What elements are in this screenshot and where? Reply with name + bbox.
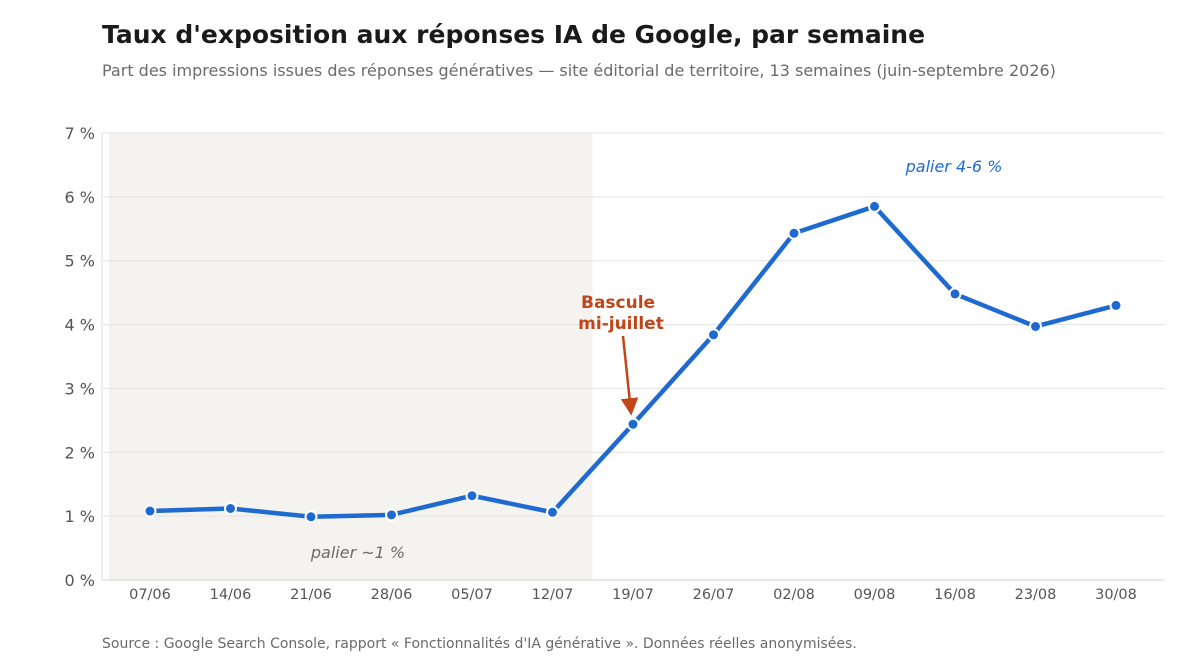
x-tick-label: 30/08 [1095,587,1137,603]
y-tick-label: 0 % [65,571,95,590]
data-point [143,504,157,518]
data-point [304,510,318,524]
x-tick-label: 23/08 [1015,587,1057,603]
pre-switch-shaded-region [109,133,593,580]
data-point [1109,298,1123,312]
y-tick-label: 3 % [65,379,95,398]
x-tick-label: 28/06 [371,587,413,603]
data-point [707,328,720,342]
plateau-high-label: palier 4-6 % [905,157,1003,176]
switch-annotation-label: Bascule mi-juillet [578,293,664,334]
data-point [546,505,559,519]
chart-title: Taux d'exposition aux réponses IA de Goo… [102,20,926,49]
data-point [385,508,398,522]
x-tick-label: 07/06 [129,587,171,603]
data-point [868,199,881,213]
y-tick-label: 4 % [65,316,95,335]
x-tick-label: 14/06 [210,587,252,603]
y-tick-label: 2 % [65,443,95,462]
data-point [948,287,962,301]
data-point [626,417,640,431]
data-point [1029,319,1042,333]
data-point [224,501,237,515]
x-tick-label: 12/07 [532,587,574,603]
data-point [465,489,479,503]
data-point [787,226,801,240]
x-tick-label: 02/08 [773,587,815,603]
y-tick-label: 5 % [65,252,95,271]
switch-annotation-arrow [620,335,639,416]
chart-subtitle: Part des impressions issues des réponses… [102,61,1056,80]
source-note: Source : Google Search Console, rapport … [102,636,857,652]
y-tick-label: 1 % [65,507,95,526]
x-tick-label: 05/07 [451,587,493,603]
x-tick-label: 09/08 [854,587,896,603]
switch-annotation-line-1: Bascule [581,293,655,313]
x-tick-label: 26/07 [693,587,735,603]
x-tick-label: 16/08 [934,587,976,603]
y-tick-label: 6 % [65,188,95,207]
x-tick-label: 19/07 [612,587,654,603]
y-tick-label: 7 % [65,124,95,143]
switch-annotation-line-2: mi-juillet [578,314,664,334]
x-tick-label: 21/06 [290,587,332,603]
plateau-low-label: palier ~1 % [310,543,405,562]
